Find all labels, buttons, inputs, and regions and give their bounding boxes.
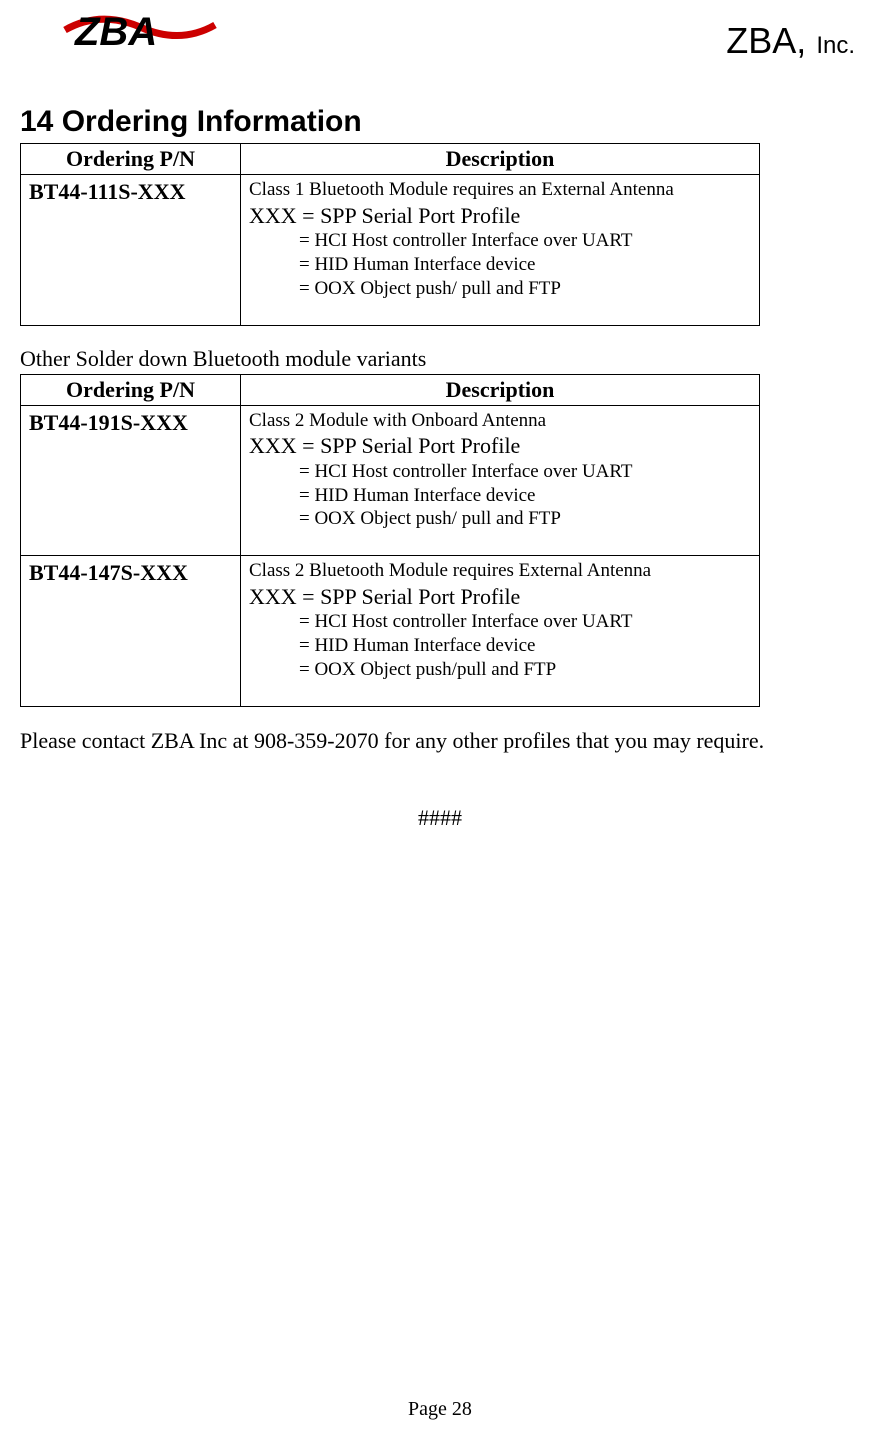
section-title: 14 Ordering Information	[20, 105, 860, 139]
header-ordering-pn: Ordering P/N	[21, 144, 241, 175]
company-suffix: Inc.	[816, 32, 855, 59]
svg-text:ZBA: ZBA	[74, 10, 157, 54]
desc-sub: = HID Human Interface device	[249, 484, 751, 508]
subtitle-text: Other Solder down Bluetooth module varia…	[20, 346, 860, 372]
desc-sub: = OOX Object push/ pull and FTP	[249, 507, 751, 531]
page-content: 14 Ordering Information Ordering P/N Des…	[0, 105, 880, 831]
table-header-row: Ordering P/N Description	[21, 144, 760, 175]
pn-cell: BT44-111S-XXX	[21, 175, 241, 326]
desc-sub: = HID Human Interface device	[249, 634, 751, 658]
desc-sub: = HCI Host controller Interface over UAR…	[249, 610, 751, 634]
desc-sub: = HCI Host controller Interface over UAR…	[249, 229, 751, 253]
desc-main: Class 2 Module with Onboard Antenna	[249, 410, 751, 433]
desc-profile: XXX = SPP Serial Port Profile	[249, 202, 751, 230]
desc-profile: XXX = SPP Serial Port Profile	[249, 432, 751, 460]
company-logo: ZBA	[60, 5, 220, 65]
desc-sub: = HID Human Interface device	[249, 253, 751, 277]
desc-sub: = OOX Object push/pull and FTP	[249, 658, 751, 682]
desc-sub: = HCI Host controller Interface over UAR…	[249, 460, 751, 484]
table-header-row: Ordering P/N Description	[21, 374, 760, 405]
desc-main: Class 2 Bluetooth Module requires Extern…	[249, 560, 751, 583]
desc-sub: = OOX Object push/ pull and FTP	[249, 277, 751, 301]
header-ordering-pn: Ordering P/N	[21, 374, 241, 405]
page-header: ZBA ZBA, Inc.	[0, 0, 880, 65]
company-name: ZBA, Inc.	[726, 20, 855, 62]
table-row: BT44-111S-XXX Class 1 Bluetooth Module r…	[21, 175, 760, 326]
desc-main: Class 1 Bluetooth Module requires an Ext…	[249, 179, 751, 202]
desc-cell: Class 2 Module with Onboard Antenna XXX …	[241, 405, 760, 556]
company-text: ZBA,	[726, 20, 806, 61]
hash-marks: ####	[20, 805, 860, 831]
page-number: Page 28	[0, 1398, 880, 1421]
table-row: BT44-191S-XXX Class 2 Module with Onboar…	[21, 405, 760, 556]
ordering-table-2: Ordering P/N Description BT44-191S-XXX C…	[20, 374, 760, 707]
pn-cell: BT44-191S-XXX	[21, 405, 241, 556]
ordering-table-1: Ordering P/N Description BT44-111S-XXX C…	[20, 143, 760, 326]
header-description: Description	[241, 144, 760, 175]
desc-cell: Class 1 Bluetooth Module requires an Ext…	[241, 175, 760, 326]
desc-cell: Class 2 Bluetooth Module requires Extern…	[241, 556, 760, 707]
table-row: BT44-147S-XXX Class 2 Bluetooth Module r…	[21, 556, 760, 707]
desc-profile: XXX = SPP Serial Port Profile	[249, 583, 751, 611]
header-description: Description	[241, 374, 760, 405]
contact-text: Please contact ZBA Inc at 908-359-2070 f…	[20, 727, 860, 756]
pn-cell: BT44-147S-XXX	[21, 556, 241, 707]
